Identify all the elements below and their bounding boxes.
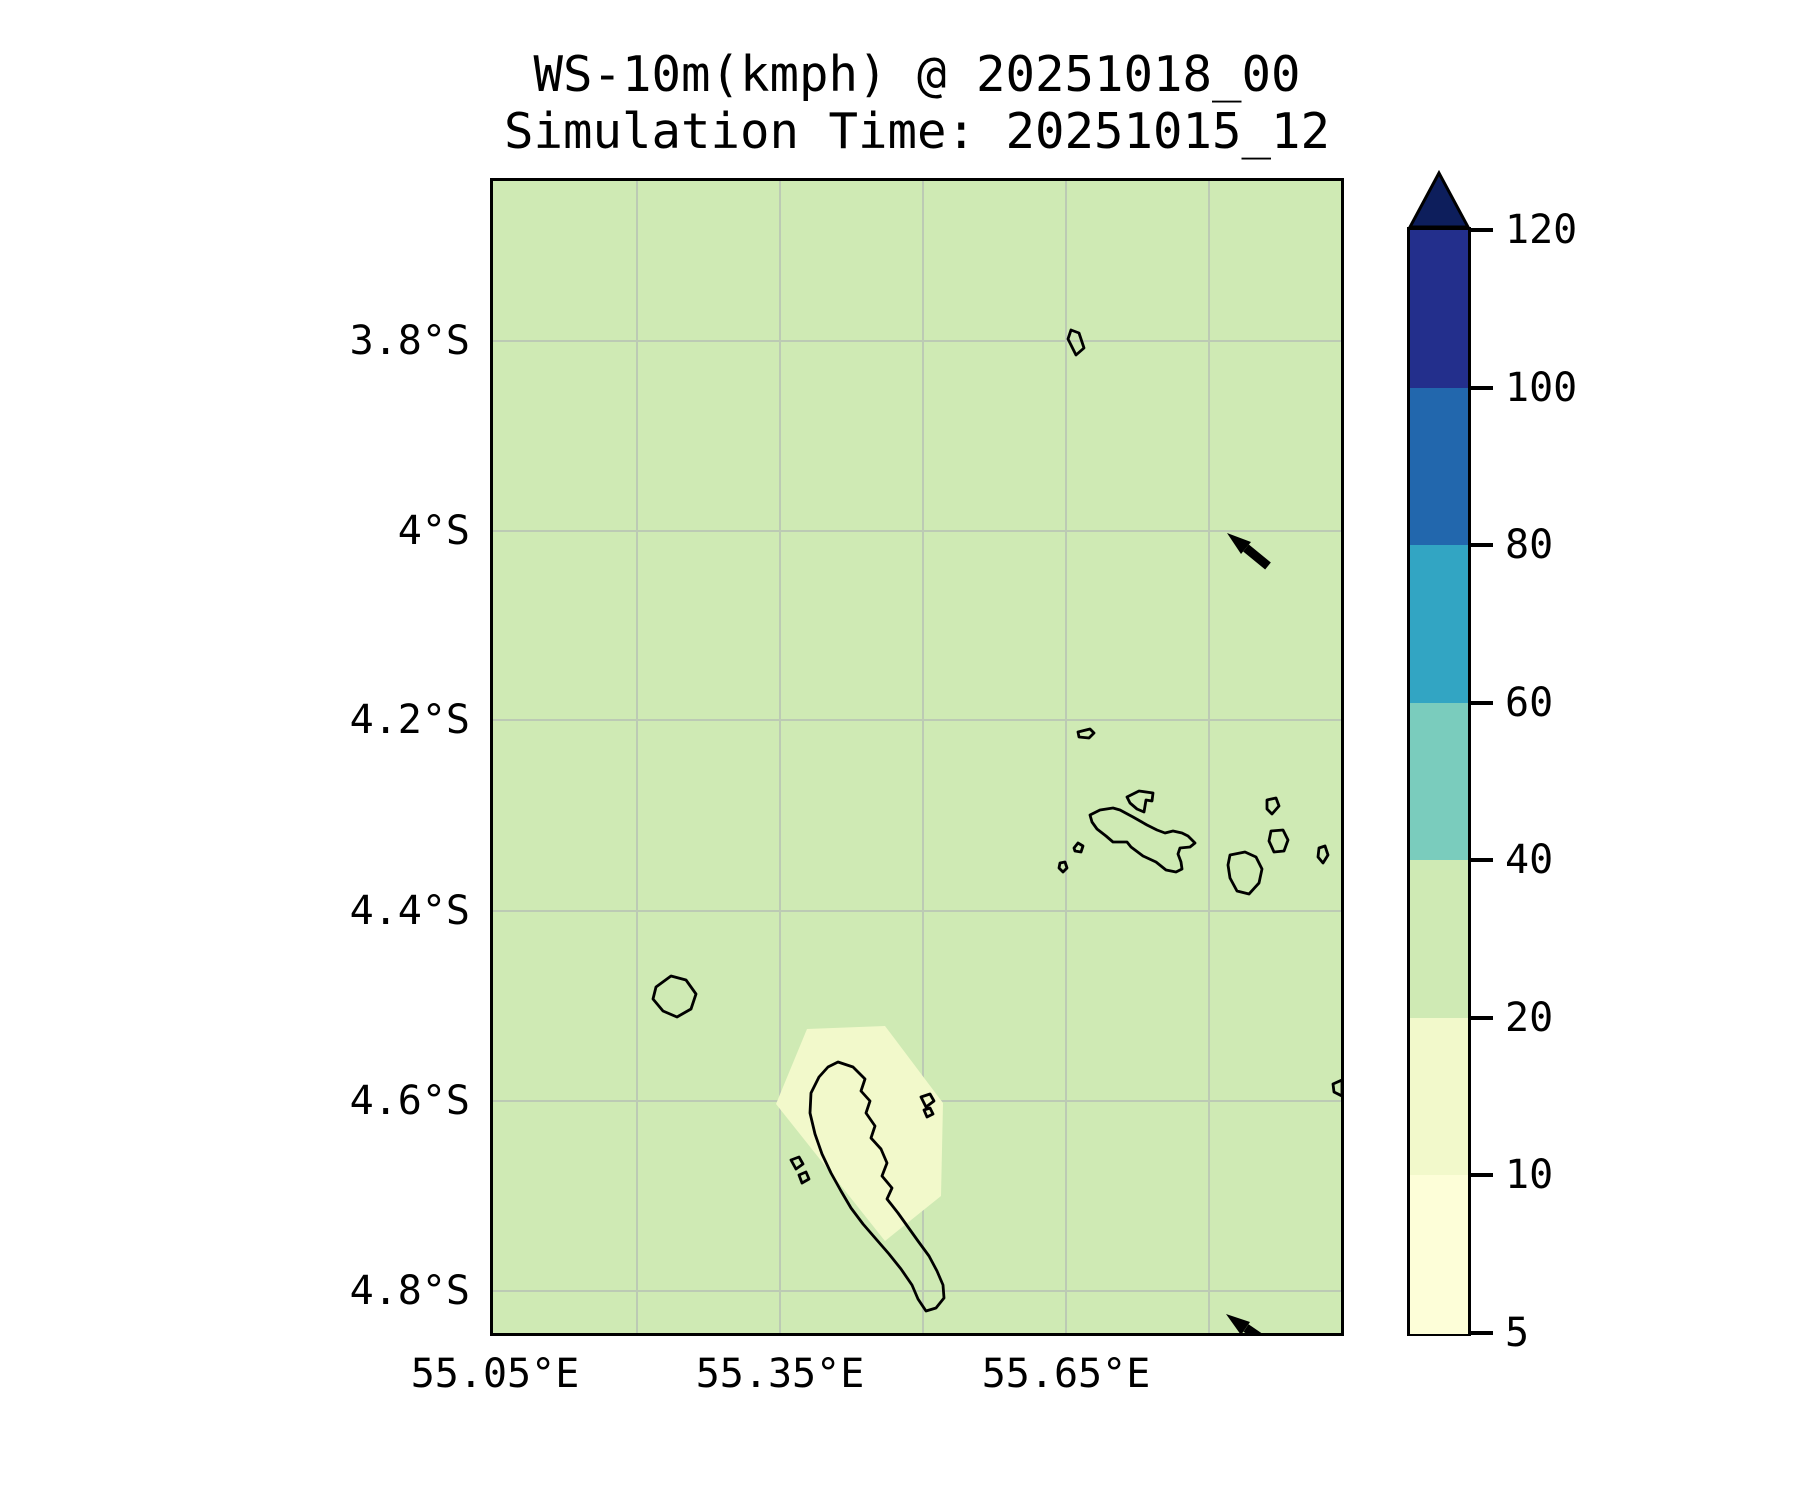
island-cousine (1057, 860, 1069, 874)
island-denis (1066, 328, 1086, 357)
island-therese (789, 1155, 805, 1171)
island-la-digue (1226, 850, 1264, 896)
wind-arrow-upper-head (1227, 533, 1251, 554)
colorbar-segment (1410, 860, 1468, 1019)
island-praslin (1088, 806, 1197, 874)
colorbar-tick-mark (1471, 228, 1493, 232)
colorbar-tick-mark (1471, 700, 1493, 705)
longitude-tick-label: 55.65°E (981, 1351, 1151, 1397)
island-silhouette (651, 974, 698, 1019)
latitude-tick-label: 4.6°S (349, 1078, 470, 1124)
colorbar-segment (1410, 545, 1468, 704)
colorbar-segment (1410, 1017, 1468, 1176)
plot-title-line2: Simulation Time: 20251015_12 (503, 103, 1330, 160)
coastline-overlay (651, 328, 1341, 1333)
latitude-tick-label: 4°S (397, 508, 470, 554)
map-plot-area (490, 178, 1344, 1336)
colorbar (1407, 227, 1471, 1336)
latitude-tick-label: 4.4°S (349, 888, 470, 934)
colorbar-segment (1410, 1175, 1468, 1334)
colorbar-tick-mark (1471, 1173, 1493, 1178)
colorbar-tick-mark (1471, 543, 1493, 548)
parallel-gridline (493, 910, 1341, 912)
latitude-tick-label: 4.2°S (349, 697, 470, 743)
meridian-gridline (1065, 181, 1067, 1333)
wind-arrow-lower-head (1226, 1314, 1250, 1333)
colorbar-tick-label: 40 (1505, 837, 1554, 884)
colorbar-tick-mark (1471, 1015, 1493, 1020)
island-fregate (1331, 1078, 1341, 1098)
meridian-gridline (1208, 181, 1210, 1333)
parallel-gridline (493, 340, 1341, 342)
island-cousin (1072, 841, 1085, 854)
wind-arrow-upper-shaft (1243, 544, 1271, 570)
colorbar-segment (1410, 702, 1468, 861)
island-mahe (808, 1060, 946, 1313)
colorbar-tick-mark (1471, 385, 1493, 390)
meridian-gridline (636, 181, 638, 1333)
island-ste-anne (919, 1092, 936, 1109)
parallel-gridline (493, 1290, 1341, 1292)
colorbar-extend-max-arrow (1407, 169, 1471, 229)
latitude-tick-label: 4.8°S (349, 1268, 470, 1314)
colorbar-tick-label: 100 (1505, 364, 1578, 411)
longitude-tick-label: 55.35°E (695, 1351, 865, 1397)
island-cerf (922, 1106, 935, 1119)
colorbar-tick-label: 20 (1505, 994, 1554, 1041)
longitude-tick-label: 55.05°E (410, 1351, 580, 1397)
plot-title-line1: WS-10m(kmph) @ 20251018_00 (533, 46, 1301, 103)
island-les-soeurs (1265, 796, 1281, 816)
colorbar-tick-label: 60 (1505, 679, 1554, 726)
island-aride (1076, 727, 1096, 740)
parallel-gridline (493, 530, 1341, 532)
island-conception (797, 1170, 811, 1185)
low-wind-contour-patch (776, 1026, 943, 1241)
colorbar-tick-mark (1471, 858, 1493, 863)
latitude-tick-label: 3.8°S (349, 318, 470, 364)
island-curieuse (1125, 789, 1155, 814)
island-felicite (1267, 828, 1290, 854)
colorbar-segment (1410, 230, 1468, 389)
colorbar-tick-label: 80 (1505, 522, 1554, 569)
meridian-gridline (922, 181, 924, 1333)
colorbar-tick-label: 10 (1505, 1152, 1554, 1199)
meridian-gridline (779, 181, 781, 1333)
colorbar-tick-mark (1471, 1331, 1493, 1335)
colorbar-tick-label: 5 (1505, 1310, 1530, 1356)
colorbar-segment (1410, 387, 1468, 546)
parallel-gridline (493, 719, 1341, 721)
wind-arrow-lower-shaft (1243, 1324, 1262, 1333)
island-marianne (1316, 844, 1330, 865)
colorbar-tick-label: 120 (1505, 207, 1578, 253)
